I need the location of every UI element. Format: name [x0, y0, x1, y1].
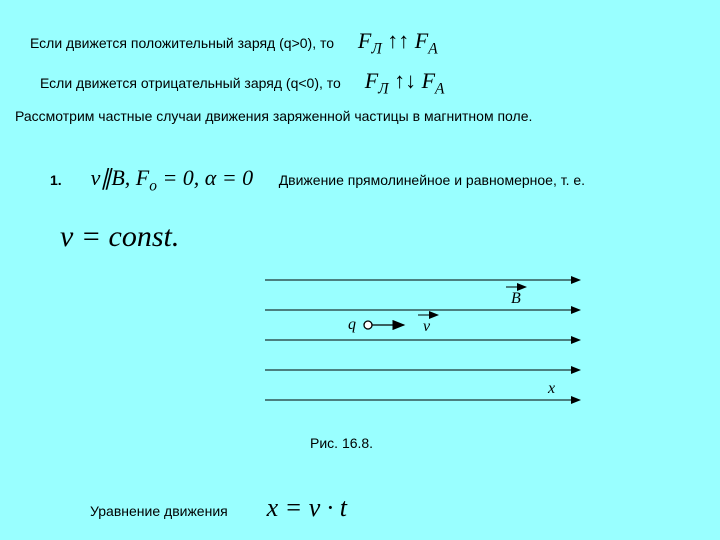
b-vector-label: B: [511, 290, 521, 307]
item-1-number: 1.: [50, 172, 62, 188]
x-axis-label: x: [547, 380, 555, 397]
eq-motion-label: Уравнение движения: [90, 503, 228, 519]
item-1-row: 1. v∥B, Fo = 0, α = 0 Движение прямолине…: [50, 165, 585, 195]
figure-caption: Рис. 16.8.: [310, 435, 373, 451]
item-1-caption: Движение прямолинейное и равномерное, т.…: [279, 172, 585, 188]
positive-charge-text: Если движется положительный заряд (q>0),…: [30, 35, 334, 51]
eq-motion-formula: x = v · t: [267, 493, 347, 522]
velocity-const-formula: v = const.: [60, 220, 179, 254]
equation-of-motion-row: Уравнение движения x = v · t: [90, 493, 347, 523]
item-1-formula: v∥B, Fo = 0, α = 0: [91, 165, 259, 190]
formula-positive: FЛ ↑↑ FA: [358, 28, 438, 53]
text-line-negative: Если движется отрицательный заряд (q<0),…: [40, 68, 690, 98]
text-line-positive: Если движется положительный заряд (q>0),…: [30, 28, 690, 58]
field-lines-diagram: B q v x: [260, 265, 600, 425]
intro-paragraph: Рассмотрим частные случаи движения заряж…: [15, 108, 705, 124]
formula-negative: FЛ ↑↓ FA: [365, 68, 445, 93]
charge-label: q: [348, 316, 356, 333]
v-vector-label: v: [423, 318, 431, 335]
diagram-svg: B q v x: [260, 265, 600, 425]
negative-charge-text: Если движется отрицательный заряд (q<0),…: [40, 75, 341, 91]
